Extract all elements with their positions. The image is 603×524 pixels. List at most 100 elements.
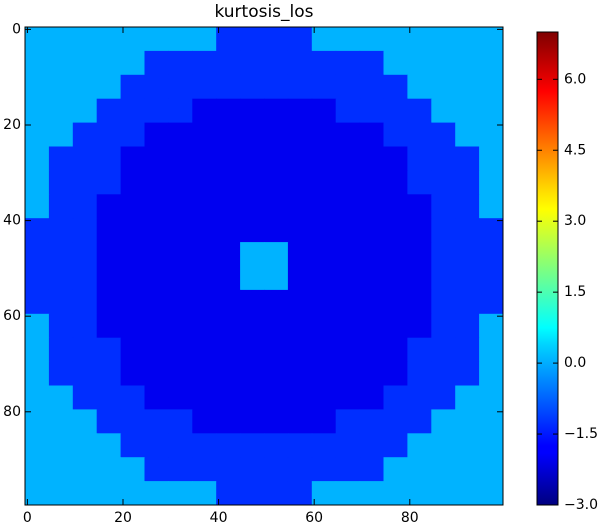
heatmap-cell xyxy=(479,50,504,76)
heatmap-cell xyxy=(240,27,265,52)
heatmap-cell xyxy=(455,194,480,219)
heatmap-cell xyxy=(144,361,169,386)
heatmap-cell xyxy=(72,313,98,339)
heatmap-cell xyxy=(431,266,456,291)
heatmap-cell xyxy=(168,194,193,219)
heatmap-cell xyxy=(96,50,122,76)
heatmap-cell xyxy=(96,433,122,458)
heatmap-cell xyxy=(264,170,289,195)
heatmap-cell xyxy=(144,266,169,291)
heatmap-cell xyxy=(72,242,98,267)
heatmap-cell xyxy=(25,433,50,458)
heatmap-cell xyxy=(144,385,169,410)
heatmap-cell xyxy=(144,194,169,219)
heatmap-cell xyxy=(192,218,217,243)
heatmap-cell xyxy=(383,122,408,147)
heatmap-cell xyxy=(311,409,337,434)
heatmap-cell xyxy=(120,313,145,339)
x-tick-label: 40 xyxy=(210,510,228,524)
heatmap-cell xyxy=(216,50,241,76)
heatmap-cell xyxy=(479,385,504,410)
heatmap-cell xyxy=(264,457,289,482)
heatmap-cell xyxy=(216,266,241,291)
heatmap-cell xyxy=(311,242,337,267)
x-tick-label: 20 xyxy=(114,510,132,524)
heatmap-cell xyxy=(168,242,193,267)
heatmap-cell xyxy=(25,170,50,195)
heatmap-cell xyxy=(25,242,50,267)
heatmap-cell xyxy=(407,361,432,386)
heatmap-cell xyxy=(455,74,480,100)
heatmap-cell xyxy=(335,98,361,124)
heatmap-cell xyxy=(287,194,313,219)
heatmap-cell xyxy=(168,289,193,315)
heatmap-cell xyxy=(335,50,361,76)
heatmap-cell xyxy=(48,98,74,124)
heatmap-cell xyxy=(383,385,408,410)
heatmap-cell xyxy=(287,289,313,315)
heatmap-cell xyxy=(120,146,145,171)
heatmap-cell xyxy=(144,146,169,171)
heatmap-cell xyxy=(240,170,265,195)
heatmap-cell xyxy=(455,433,480,458)
heatmap-cell xyxy=(72,170,98,195)
heatmap-cell xyxy=(455,337,480,363)
heatmap-cell xyxy=(240,218,265,243)
heatmap-cell xyxy=(120,266,145,291)
heatmap-cell xyxy=(407,27,432,52)
heatmap-cell xyxy=(120,242,145,267)
heatmap-cell xyxy=(383,27,408,52)
heatmap-cell xyxy=(455,242,480,267)
heatmap-cell xyxy=(407,170,432,195)
heatmap-cell xyxy=(407,242,432,267)
heatmap-cell xyxy=(168,433,193,458)
colorbar-tick-label: −3.0 xyxy=(564,497,598,513)
heatmap-cell xyxy=(311,218,337,243)
heatmap-cell xyxy=(383,242,408,267)
heatmap-cell xyxy=(479,433,504,458)
chart-title: kurtosis_los xyxy=(214,2,313,22)
heatmap-cell xyxy=(264,266,289,291)
heatmap-cell xyxy=(335,146,361,171)
heatmap-cell xyxy=(431,457,456,482)
heatmap-cell xyxy=(383,337,408,363)
heatmap-cell xyxy=(287,266,313,291)
heatmap-cell xyxy=(479,266,504,291)
heatmap-cell xyxy=(383,170,408,195)
heatmap-cell xyxy=(359,146,384,171)
heatmap-cell xyxy=(72,433,98,458)
heatmap-cell xyxy=(359,50,384,76)
heatmap-cell xyxy=(168,218,193,243)
heatmap-cell xyxy=(407,409,432,434)
heatmap-cell xyxy=(240,481,265,506)
heatmap-cell xyxy=(383,289,408,315)
heatmap-cell xyxy=(479,27,504,52)
heatmap-cell xyxy=(25,289,50,315)
heatmap-cell xyxy=(335,457,361,482)
heatmap-cell xyxy=(311,74,337,100)
heatmap-cell xyxy=(311,289,337,315)
heatmap-cell xyxy=(311,337,337,363)
heatmap-cell xyxy=(120,27,145,52)
heatmap-cell xyxy=(48,289,74,315)
heatmap-cell xyxy=(407,194,432,219)
heatmap-cell xyxy=(144,457,169,482)
heatmap-cell xyxy=(48,27,74,52)
heatmap-cell xyxy=(311,433,337,458)
heatmap-cell xyxy=(96,289,122,315)
heatmap-cell xyxy=(264,433,289,458)
heatmap-cell xyxy=(216,337,241,363)
heatmap-cell xyxy=(287,409,313,434)
heatmap-cell xyxy=(96,27,122,52)
heatmap-cell xyxy=(25,27,50,52)
heatmap-cell xyxy=(407,218,432,243)
heatmap-cell xyxy=(359,481,384,506)
heatmap-cell xyxy=(25,361,50,386)
heatmap-cell xyxy=(120,457,145,482)
heatmap-cell xyxy=(335,27,361,52)
heatmap-cell xyxy=(287,98,313,124)
heatmap-cell xyxy=(48,218,74,243)
heatmap-cell xyxy=(168,27,193,52)
heatmap-cell xyxy=(120,385,145,410)
heatmap-cell xyxy=(168,481,193,506)
